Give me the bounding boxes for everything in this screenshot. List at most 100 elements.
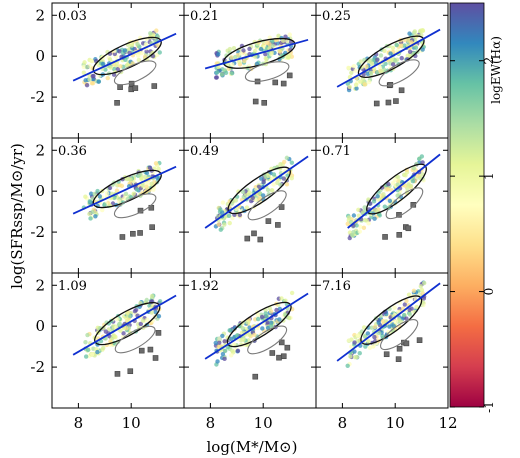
scatter-point	[411, 166, 416, 171]
quiescent-contour	[247, 190, 287, 221]
scatter-point	[88, 191, 94, 196]
scatter-point	[218, 227, 223, 232]
quiescent-marker	[138, 347, 145, 354]
scatter-point	[394, 42, 399, 48]
scatter-point	[115, 316, 120, 322]
scatter-point	[407, 307, 412, 313]
scatter-point	[132, 309, 138, 314]
scatter-point	[143, 41, 149, 47]
quiescent-marker	[275, 222, 281, 228]
x-tick-label: 8	[338, 414, 348, 432]
scatter-point	[287, 32, 292, 37]
panel-label: 0.25	[322, 9, 351, 24]
scatter-point	[140, 183, 145, 188]
scatter-point	[222, 339, 227, 344]
scatter-point	[123, 191, 129, 197]
scatter-point	[263, 56, 268, 61]
scatter-point	[366, 79, 372, 85]
scatter-point	[81, 70, 87, 75]
scatter-point	[392, 305, 397, 310]
scatter-point	[96, 79, 101, 84]
quiescent-marker	[251, 230, 257, 237]
scatter-point	[399, 55, 404, 61]
scatter-point	[216, 222, 221, 227]
scatter-point	[88, 216, 93, 221]
scatter-point	[84, 65, 90, 70]
panel-label: 1.09	[58, 279, 87, 294]
scatter-point	[395, 193, 400, 198]
scatter-point	[138, 321, 144, 327]
panel-2: 0.21	[183, 2, 317, 139]
quiescent-marker	[396, 232, 403, 238]
y-tick-label: -2	[30, 88, 45, 106]
scatter-point	[371, 57, 376, 63]
scatter-point	[274, 307, 279, 313]
scatter-point	[144, 184, 149, 190]
quiescent-marker	[132, 85, 139, 91]
scatter-point	[271, 182, 276, 187]
scatter-point	[247, 46, 252, 52]
scatter-point	[118, 64, 123, 69]
scatter-point	[227, 46, 233, 52]
scatter-point	[102, 202, 107, 208]
quiescent-marker	[155, 330, 162, 336]
panel-5: 0.49	[183, 137, 317, 274]
scatter-point	[388, 51, 393, 56]
scatter-point	[95, 188, 100, 194]
scatter-point	[365, 331, 371, 336]
scatter-point	[373, 208, 378, 213]
scatter-point	[264, 40, 270, 46]
scatter-point	[107, 185, 113, 191]
quiescent-marker	[257, 236, 264, 243]
scatter-point	[378, 53, 384, 58]
scatter-point	[265, 320, 270, 325]
scatter-point	[354, 223, 359, 228]
scatter-point	[265, 187, 271, 193]
scatter-point	[348, 354, 353, 359]
fit-line	[72, 165, 177, 215]
scatter-point	[382, 48, 387, 54]
scatter-point	[357, 229, 362, 234]
panel-label: 7.16	[322, 279, 351, 294]
colorbar-tick-label: 2	[482, 57, 496, 65]
scatter-point	[230, 215, 235, 221]
scatter-point	[352, 340, 357, 345]
scatter-point	[111, 333, 117, 338]
scatter-point	[247, 332, 252, 337]
scatter-point	[157, 299, 163, 304]
scatter-point	[261, 179, 266, 185]
scatter-point	[106, 327, 112, 332]
scatter-point	[361, 225, 367, 231]
scatter-point	[135, 53, 141, 58]
scatter-point	[144, 297, 149, 303]
scatter-point	[149, 310, 154, 315]
quiescent-contour	[247, 325, 288, 355]
quiescent-marker	[416, 337, 423, 343]
scatter-point	[375, 57, 380, 63]
scatter-point	[255, 313, 261, 318]
scatter-point	[231, 45, 237, 51]
scatter-point	[223, 70, 229, 76]
scatter-point	[125, 62, 130, 68]
scatter-point	[244, 205, 250, 210]
scatter-point	[242, 58, 247, 64]
quiescent-marker	[147, 346, 154, 353]
scatter-point	[408, 183, 414, 189]
scatter-point	[345, 221, 350, 226]
fit-line	[347, 153, 441, 229]
fit-line	[204, 155, 309, 229]
scatter-point	[419, 287, 425, 293]
quiescent-marker	[152, 355, 159, 361]
scatter-point	[217, 336, 222, 341]
colorbar-tick-label: 0	[482, 288, 496, 296]
quiescent-marker	[137, 230, 143, 236]
quiescent-contour	[114, 325, 156, 354]
scatter-point	[289, 290, 295, 296]
scatter-point	[122, 196, 127, 201]
panel-6: 0.71	[315, 137, 449, 274]
scatter-point	[358, 59, 363, 64]
quiescent-marker	[395, 356, 402, 362]
scatter-point	[257, 197, 262, 202]
scatter-point	[238, 51, 244, 56]
panel-label: 0.21	[190, 9, 219, 24]
